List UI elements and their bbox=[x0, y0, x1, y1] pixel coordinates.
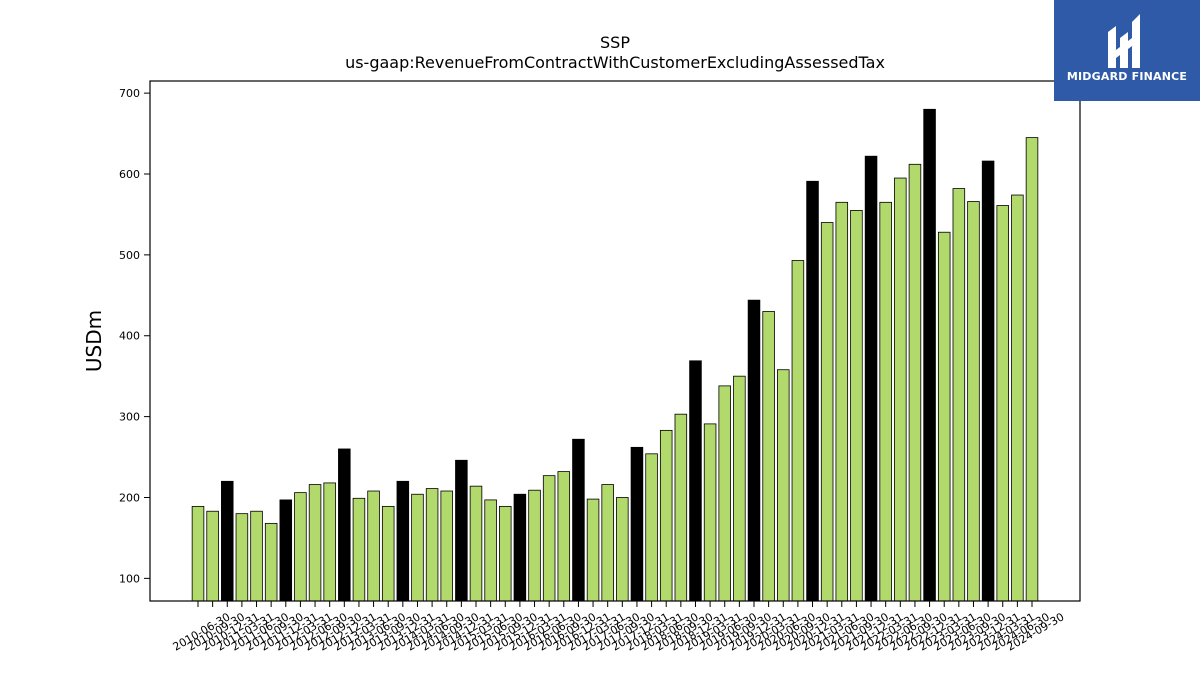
bar bbox=[264, 522, 278, 602]
bar bbox=[645, 453, 658, 602]
bar bbox=[733, 375, 746, 602]
bar bbox=[659, 429, 673, 602]
bar bbox=[718, 385, 731, 602]
bar bbox=[703, 423, 717, 602]
bar bbox=[967, 201, 980, 602]
y-tick-label: 700 bbox=[119, 87, 140, 100]
bar bbox=[513, 493, 527, 602]
bar bbox=[908, 163, 922, 602]
y-tick-label: 100 bbox=[119, 572, 140, 585]
bar bbox=[425, 488, 439, 602]
chart-title: SSP bbox=[600, 33, 630, 52]
bar bbox=[689, 360, 702, 602]
bar bbox=[557, 471, 571, 602]
logo-text: MIDGARD FINANCE bbox=[1066, 70, 1188, 83]
bar bbox=[469, 485, 483, 602]
bar bbox=[586, 498, 600, 602]
bar bbox=[279, 499, 293, 602]
bar bbox=[235, 513, 249, 602]
bar bbox=[455, 459, 468, 602]
bar bbox=[747, 299, 761, 602]
bar bbox=[996, 205, 1009, 602]
bar bbox=[528, 489, 541, 602]
bar bbox=[630, 446, 644, 602]
bar bbox=[981, 160, 995, 602]
bar bbox=[762, 311, 775, 602]
bar bbox=[250, 510, 263, 602]
bars-group bbox=[191, 108, 1039, 602]
bar bbox=[1025, 137, 1039, 602]
bar bbox=[352, 497, 366, 602]
y-tick-label: 200 bbox=[119, 491, 140, 504]
bar bbox=[820, 222, 834, 602]
bar bbox=[923, 108, 936, 602]
bar bbox=[484, 499, 497, 602]
y-tick-label: 300 bbox=[119, 411, 140, 424]
y-tick-label: 600 bbox=[119, 168, 140, 181]
bar bbox=[879, 201, 892, 602]
bar bbox=[791, 260, 805, 602]
bar bbox=[601, 484, 614, 602]
bar bbox=[674, 413, 688, 602]
plot-frame bbox=[149, 80, 1081, 602]
bar bbox=[864, 155, 878, 602]
bar bbox=[191, 505, 205, 602]
bar bbox=[323, 482, 336, 602]
bar bbox=[806, 180, 819, 602]
midgard-logo-icon bbox=[1108, 14, 1140, 68]
bar bbox=[952, 188, 966, 602]
brand-logo: MIDGARD FINANCE bbox=[1054, 0, 1200, 101]
y-axis-ticks: 100 200 300 400 500 600 700 bbox=[119, 87, 150, 585]
bar bbox=[937, 231, 951, 602]
bar bbox=[294, 492, 307, 602]
bar bbox=[1011, 194, 1024, 602]
bar bbox=[894, 177, 907, 602]
bar bbox=[396, 480, 410, 602]
bar bbox=[499, 505, 512, 602]
y-axis-label: USDm bbox=[82, 310, 106, 372]
y-tick-label: 400 bbox=[119, 330, 140, 343]
x-axis-ticks: 2010-06-302010-09-302010-12-312011-03-31… bbox=[171, 601, 1067, 654]
bar bbox=[777, 369, 790, 602]
bar bbox=[381, 505, 395, 602]
bar bbox=[206, 510, 219, 602]
bar bbox=[440, 490, 453, 602]
bar bbox=[308, 484, 322, 602]
bar bbox=[572, 438, 585, 602]
bar bbox=[367, 490, 380, 602]
chart-subtitle: us-gaap:RevenueFromContractWithCustomerE… bbox=[345, 53, 885, 72]
bar bbox=[542, 475, 556, 602]
bar bbox=[616, 497, 629, 602]
bar bbox=[850, 209, 863, 602]
bar bbox=[835, 201, 849, 602]
bar bbox=[221, 480, 234, 602]
bar bbox=[338, 448, 351, 602]
y-tick-label: 500 bbox=[119, 249, 140, 262]
bar bbox=[411, 493, 424, 602]
